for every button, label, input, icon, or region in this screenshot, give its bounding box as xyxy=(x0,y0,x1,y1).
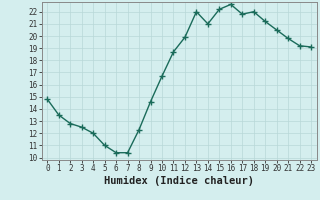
X-axis label: Humidex (Indice chaleur): Humidex (Indice chaleur) xyxy=(104,176,254,186)
